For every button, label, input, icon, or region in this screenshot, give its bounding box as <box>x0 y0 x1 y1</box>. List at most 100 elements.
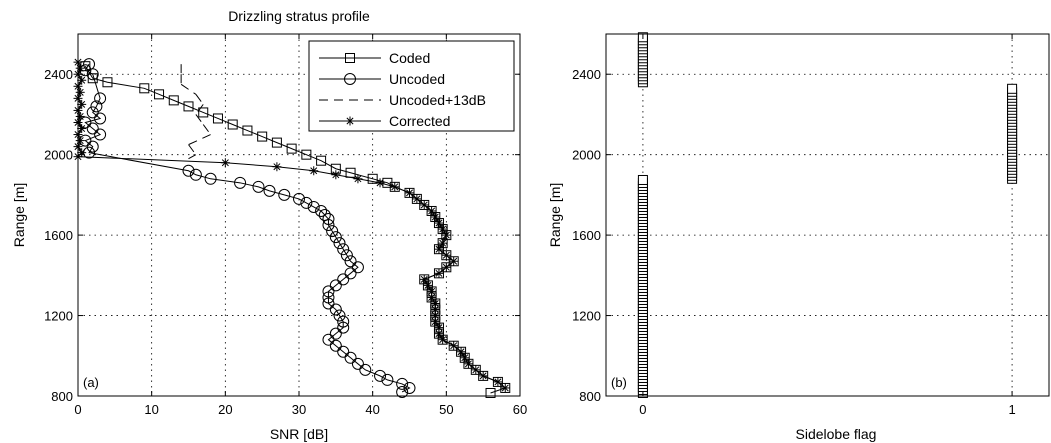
data-point <box>412 194 422 204</box>
y-tick-label: 1600 <box>44 228 73 243</box>
x-axis-label-a: SNR [dB] <box>270 426 328 442</box>
data-point <box>316 155 327 166</box>
data-point <box>396 377 409 390</box>
x-tick-label: 60 <box>513 402 527 417</box>
data-point <box>315 204 328 217</box>
data-point <box>427 206 437 216</box>
x-tick-label: 50 <box>439 402 453 417</box>
series-line-segment <box>180 83 197 95</box>
data-point <box>441 262 451 272</box>
y-tick-label: 1600 <box>572 228 601 243</box>
legend-marker <box>345 53 355 63</box>
panel-label-a: (a) <box>83 375 99 390</box>
data-point <box>419 200 429 210</box>
legend: Coded Uncoded Uncoded+13dB Corrected <box>308 40 515 132</box>
legend-entry: Coded <box>389 50 430 66</box>
y-tick-label: 2400 <box>572 67 601 82</box>
series-line-segment <box>188 154 197 160</box>
data-point <box>329 279 342 292</box>
y-tick-label: 2400 <box>44 67 73 82</box>
data-point <box>460 353 470 363</box>
series-line-segment <box>188 134 211 146</box>
data-point <box>344 267 357 280</box>
data-point <box>102 77 113 88</box>
data-point <box>329 339 342 352</box>
data-point <box>344 351 357 364</box>
data-point <box>374 369 387 382</box>
data-point <box>77 99 87 109</box>
y-tick-label: 800 <box>579 389 601 404</box>
data-point <box>331 170 341 180</box>
data-point <box>381 373 394 386</box>
data-point <box>390 182 400 192</box>
data-point <box>329 303 342 316</box>
data-point <box>333 237 346 250</box>
series-line-segment <box>195 114 204 125</box>
chart-title: Drizzling stratus profile <box>228 8 370 24</box>
data-point <box>500 383 510 393</box>
x-axis-label-b: Sidelobe flag <box>796 426 877 442</box>
data-point <box>183 101 194 112</box>
data-point <box>456 347 466 357</box>
data-point <box>77 75 87 85</box>
data-point <box>94 128 107 141</box>
data-point <box>77 124 87 134</box>
x-tick-label: 30 <box>292 402 306 417</box>
data-point <box>272 162 282 172</box>
data-point <box>449 256 459 266</box>
series-line <box>84 63 411 393</box>
data-point <box>337 315 350 328</box>
data-point <box>367 173 378 184</box>
data-point <box>322 219 335 232</box>
data-point <box>322 213 335 226</box>
data-point <box>322 333 335 346</box>
data-point <box>86 122 99 135</box>
data-point <box>220 158 230 168</box>
chart-panel-a: Drizzling stratus profile 0 10 20 30 40 50 60 8… <box>11 8 527 442</box>
data-point <box>307 200 320 213</box>
y-tick-label: 800 <box>51 389 73 404</box>
data-point <box>333 309 346 322</box>
series-uncoded-13db <box>180 64 212 160</box>
data-point <box>139 83 150 94</box>
data-point <box>271 137 282 148</box>
series-uncoded <box>79 58 416 398</box>
data-point <box>434 268 444 278</box>
data-point <box>86 68 99 81</box>
y-tick-label: 2000 <box>572 148 601 163</box>
flag-marker <box>1007 83 1018 94</box>
x-tick-label: 0 <box>74 402 81 417</box>
data-point <box>434 218 444 228</box>
data-point <box>403 381 416 394</box>
legend-marker <box>345 116 355 126</box>
data-point <box>405 188 414 198</box>
data-point <box>375 178 385 188</box>
legend-entry: Uncoded <box>389 71 445 87</box>
data-point <box>478 371 488 381</box>
data-point <box>234 176 247 189</box>
data-point <box>430 212 440 222</box>
panel-label-b: (b) <box>611 375 627 390</box>
data-point <box>286 143 297 154</box>
data-point <box>301 149 312 160</box>
y-tick-label: 2000 <box>44 148 73 163</box>
data-point <box>337 345 350 358</box>
data-point <box>471 365 481 375</box>
data-point <box>337 243 350 256</box>
x-tick-label: 0 <box>639 402 646 417</box>
data-point <box>419 274 429 284</box>
data-point <box>493 377 503 387</box>
data-point <box>189 168 202 181</box>
data-point <box>322 297 335 310</box>
data-point <box>329 231 342 244</box>
data-point <box>427 292 437 302</box>
x-tick-label: 1 <box>1008 402 1015 417</box>
legend-entry: Uncoded+13dB <box>389 92 486 108</box>
data-point <box>430 311 440 321</box>
data-point <box>90 100 103 113</box>
data-point <box>322 285 335 298</box>
data-point <box>326 225 339 238</box>
y-axis-label-a: Range [m] <box>11 183 27 248</box>
series-line-segment <box>188 144 197 155</box>
data-point <box>441 230 451 240</box>
